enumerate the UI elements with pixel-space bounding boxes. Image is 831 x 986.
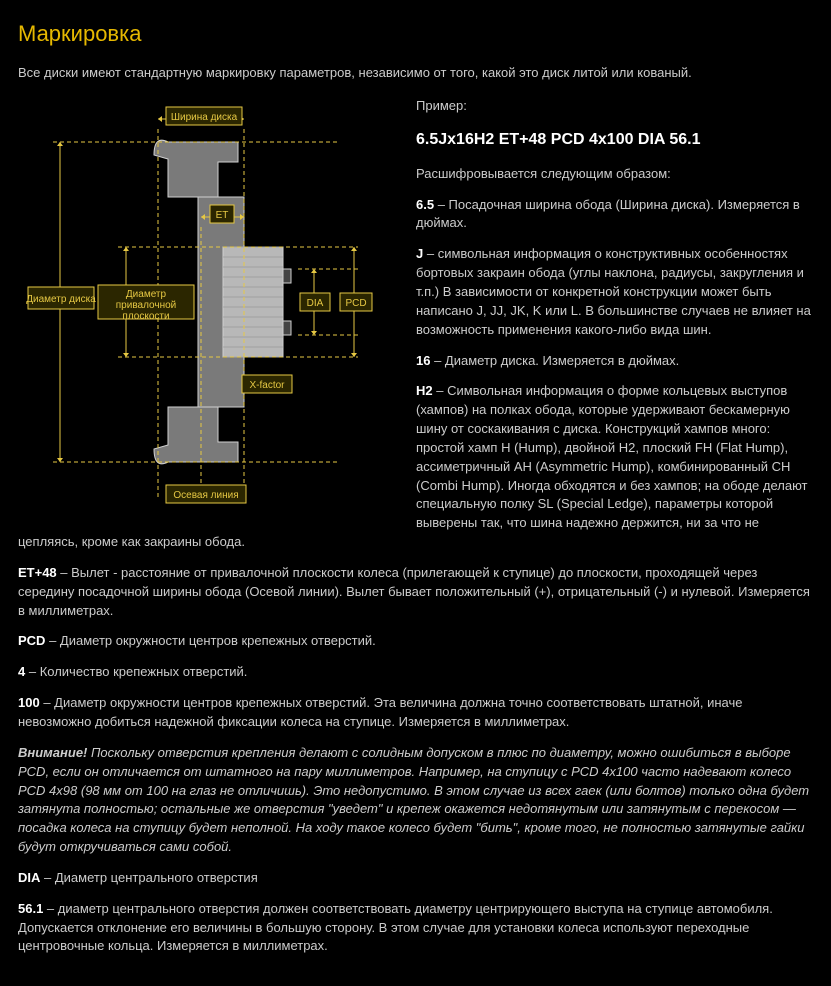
svg-text:Ширина диска: Ширина диска: [171, 112, 238, 123]
definition: ET+48 – Вылет - расстояние от привалочно…: [18, 564, 813, 621]
definition: 4 – Количество крепежных отверстий.: [18, 663, 813, 682]
svg-text:X-factor: X-factor: [249, 380, 285, 391]
svg-text:PCD: PCD: [345, 298, 366, 309]
definition: 56.1 – диаметр центрального отверстия до…: [18, 900, 813, 957]
definition: 100 – Диаметр окружности центров крепежн…: [18, 694, 813, 732]
svg-text:ET: ET: [216, 210, 229, 221]
svg-text:плоскости: плоскости: [122, 311, 169, 322]
svg-text:DIA: DIA: [307, 298, 324, 309]
wheel-diagram: Ширина диска ET Диаметр диска Диаметрпривал…: [18, 97, 398, 513]
svg-text:привалочной: привалочной: [116, 300, 177, 311]
definition: DIA – Диаметр центрального отверстия: [18, 869, 813, 888]
warning-text: Внимание! Поскольку отверстия крепления …: [18, 744, 813, 857]
intro-text: Все диски имеют стандартную маркировку п…: [18, 64, 813, 83]
definition: PCD – Диаметр окружности центров крепежн…: [18, 632, 813, 651]
page-title: Маркировка: [18, 18, 813, 50]
svg-text:Диаметр: Диаметр: [126, 289, 167, 300]
svg-text:Диаметр диска: Диаметр диска: [26, 294, 96, 305]
svg-text:Осевая линия: Осевая линия: [173, 490, 238, 501]
